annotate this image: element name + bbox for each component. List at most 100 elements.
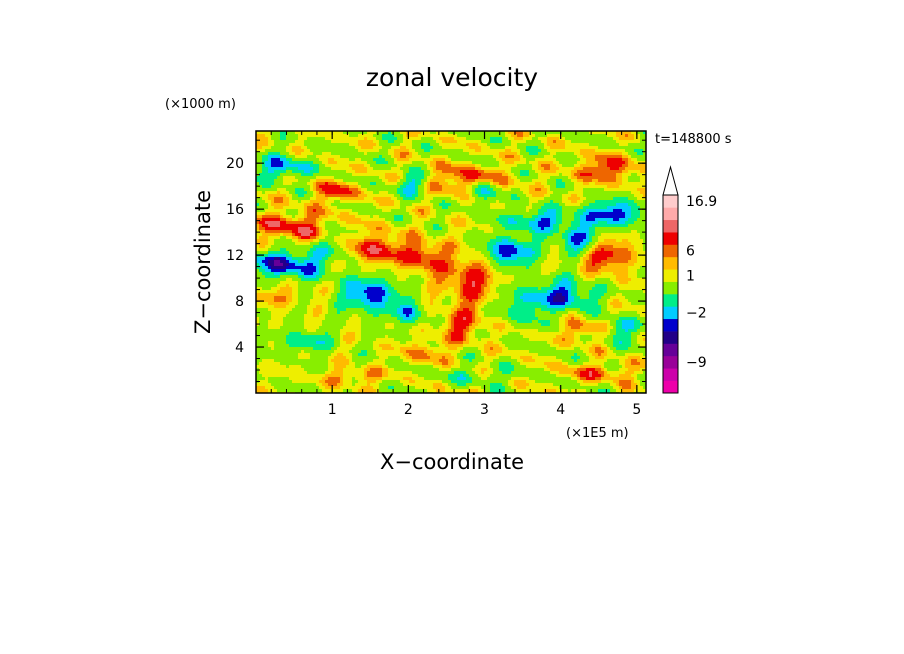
heat-cell [451,200,455,204]
heat-cell [376,218,380,222]
heat-cell [550,182,554,186]
heat-cell [595,161,599,165]
heat-cell [451,218,455,222]
heat-cell [481,221,485,225]
heat-cell [406,191,410,195]
heat-cell [451,131,455,135]
heat-cell [484,197,488,201]
heat-cell [259,245,263,249]
heat-cell [343,161,347,165]
heat-cell [451,188,455,192]
heat-cell [613,140,617,144]
heat-cell [379,176,383,180]
heat-cell [268,155,272,159]
heat-cell [325,131,329,135]
heat-cell [421,164,425,168]
heat-cell [268,152,272,156]
heat-cell [274,227,278,231]
heat-cell [613,233,617,237]
heat-cell [400,197,404,201]
heat-cell [289,233,293,237]
heat-cell [394,197,398,201]
heat-cell [460,143,464,147]
heat-cell [529,170,533,174]
heat-cell [493,206,497,210]
heat-cell [616,146,620,150]
heat-cell [436,188,440,192]
heat-cell [499,191,503,195]
heat-cell [574,230,578,234]
heat-cell [556,197,560,201]
heat-cell [373,188,377,192]
heat-cell [580,215,584,219]
heat-cell [484,155,488,159]
heat-cell [337,161,341,165]
heat-cell [313,176,317,180]
heat-cell [427,155,431,159]
heat-cell [511,170,515,174]
heat-cell [328,143,332,147]
heat-cell [535,185,539,189]
heat-cell [490,140,494,144]
heat-cell [547,224,551,228]
heat-cell [547,179,551,183]
heat-cell [337,224,341,228]
heat-cell [511,143,515,147]
heat-cell [391,152,395,156]
heat-cell [451,236,455,240]
heat-cell [538,215,542,219]
heat-cell [364,131,368,135]
heat-cell [535,143,539,147]
heat-cell [289,137,293,141]
heat-cell [325,245,329,249]
heat-cell [493,137,497,141]
heat-cell [295,185,299,189]
heat-cell [292,134,296,138]
heat-cell [628,242,632,246]
heat-cell [346,170,350,174]
heat-cell [388,215,392,219]
heat-cell [271,161,275,165]
heat-cell [322,230,326,234]
heat-cell [292,146,296,150]
heat-cell [484,137,488,141]
heat-cell [409,131,413,135]
heat-cell [571,182,575,186]
heat-cell [310,239,314,243]
heat-cell [424,161,428,165]
heat-cell [562,173,566,177]
heat-cell [538,170,542,174]
heat-cell [322,185,326,189]
heat-cell [559,239,563,243]
heat-cell [583,173,587,177]
heat-cell [517,173,521,177]
heat-cell [355,182,359,186]
heat-cell [397,215,401,219]
heat-cell [460,167,464,171]
heat-cell [328,245,332,249]
heat-cell [442,206,446,210]
heat-cell [592,206,596,210]
heat-cell [331,236,335,240]
heat-cell [568,179,572,183]
heat-cell [454,134,458,138]
heat-cell [595,236,599,240]
heat-cell [370,182,374,186]
heat-cell [502,239,506,243]
heat-cell [268,242,272,246]
heat-cell [634,212,638,216]
heat-cell [538,173,542,177]
heat-cell [304,185,308,189]
heat-cell [586,131,590,135]
heat-cell [544,215,548,219]
heat-cell [409,164,413,168]
heat-cell [289,176,293,180]
heat-cell [583,227,587,231]
heat-cell [607,224,611,228]
heat-cell [322,206,326,210]
heat-cell [607,164,611,168]
heat-cell [508,134,512,138]
heat-cell [286,140,290,144]
heat-cell [535,152,539,156]
heat-cell [280,164,284,168]
